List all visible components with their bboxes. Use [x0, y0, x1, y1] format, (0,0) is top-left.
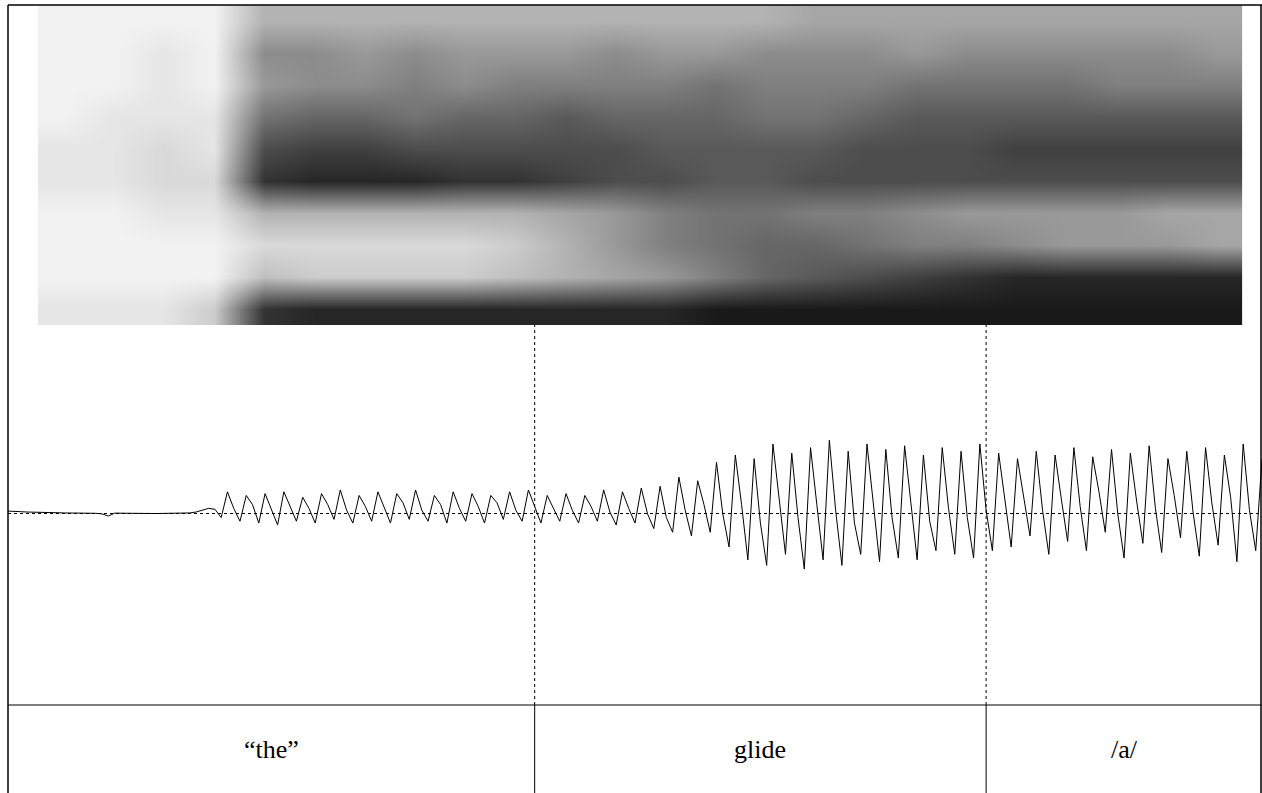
svg-text:glide: glide	[734, 735, 786, 764]
svg-text:“the”: “the”	[244, 735, 299, 764]
svg-text:/a/: /a/	[1111, 735, 1138, 764]
